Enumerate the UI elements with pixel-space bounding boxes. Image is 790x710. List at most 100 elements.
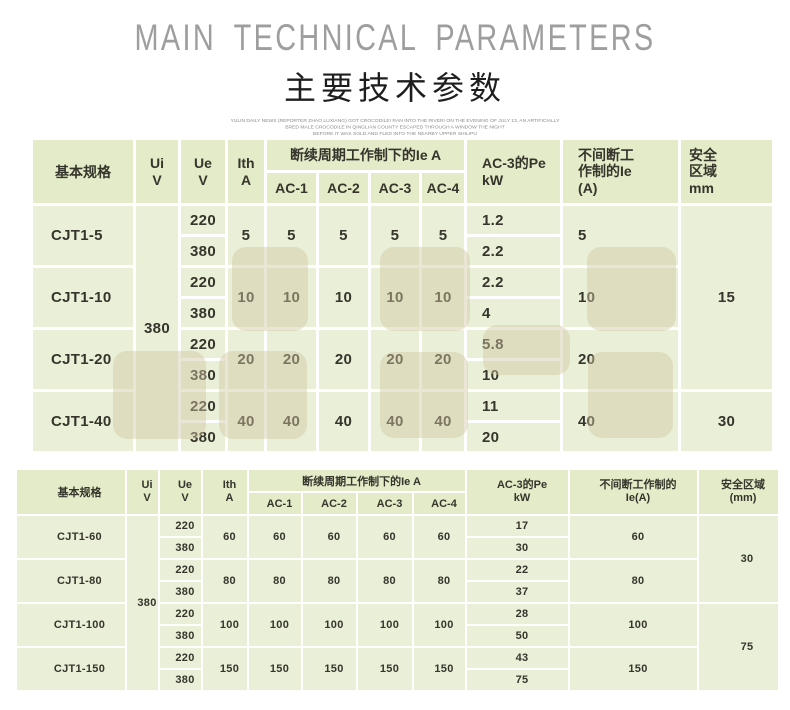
cell-ie: 40 (563, 392, 679, 451)
cell-ie: 20 (563, 330, 679, 389)
page-title: MAIN TECHNICAL PARAMETERS (134, 17, 656, 58)
table-row: CJT1-5 380 220 5 5 5 5 5 1.2 5 15 (33, 206, 773, 451)
cell-ue: 220 (160, 516, 201, 536)
cell-ue: 380 (160, 538, 201, 558)
cell-ue: 220 (181, 392, 225, 420)
cell-ac2: 80 (303, 560, 356, 602)
page-subtitle: 主要技术参数 (283, 70, 506, 106)
cell-pe: 20 (467, 423, 561, 451)
cell-ac2: 40 (319, 392, 368, 451)
fine-print-line: BRED MALE CROCODILE IN QINGLIAN COUNTY E… (285, 124, 505, 130)
cell-ith: 5 (228, 206, 264, 265)
cell-ac3: 10 (371, 268, 419, 327)
cell-ac4: 10 (422, 268, 465, 327)
table-row: 380 2.2 (33, 237, 772, 265)
cell-ith: 80 (203, 560, 247, 602)
parameters-table-large: 基本规格 Ui V Ue V Ith A 断续周期工作制下的Ie A AC-3的… (30, 137, 775, 454)
cell-pe: 22 (467, 560, 569, 580)
page-header: MAIN TECHNICAL PARAMETERS 主要技术参数 YULIN D… (0, 0, 790, 153)
table-row: 380 30 (17, 538, 778, 558)
table-row: CJT1-60 380 220 60 60 60 60 60 17 60 30 (17, 516, 779, 690)
col-header-uninterrupted: 不间断工 作制的Ie (A) (563, 140, 679, 203)
cell-pe: 17 (467, 516, 569, 536)
col-header-ac3: AC-3 (371, 173, 419, 203)
cell-ie: 100 (570, 604, 698, 646)
col-header-duty-group: 断续周期工作制下的Ie A (249, 470, 466, 491)
cell-safety: 30 (681, 392, 773, 451)
table-header-row: AC-1 AC-2 AC-3 AC-4 (33, 173, 772, 203)
cell-model: CJT1-60 (17, 516, 125, 558)
cell-ac3: 80 (358, 560, 412, 602)
cell-model: CJT1-100 (17, 604, 125, 646)
cell-pe: 11 (467, 392, 561, 420)
col-header-ui: Ui V (136, 140, 178, 203)
col-header-ac2: AC-2 (303, 493, 356, 514)
cell-ac4: 80 (414, 560, 466, 602)
cell-ue: 220 (181, 330, 225, 358)
table-row: 380 37 (17, 582, 778, 602)
col-header-safety: 安全 区域 mm (681, 140, 773, 203)
cell-ac3: 5 (371, 206, 419, 265)
cell-ac3: 20 (371, 330, 419, 389)
col-header-ac1: AC-1 (249, 493, 301, 514)
cell-ac1: 100 (249, 604, 301, 646)
cell-ue: 380 (160, 582, 201, 602)
col-header-pe: AC-3的Pe kW (467, 140, 561, 203)
col-header-pe: AC-3的Pe kW (467, 470, 569, 514)
cell-ith: 20 (228, 330, 264, 389)
table-row: 380 10 (33, 361, 772, 389)
col-header-ac3: AC-3 (358, 493, 412, 514)
cell-safety: 30 (699, 516, 779, 602)
table-row: 380 20 (33, 423, 772, 451)
col-header-duty-group: 断续周期工作制下的Ie A (267, 140, 465, 170)
cell-ac1: 20 (267, 330, 316, 389)
cell-ue: 220 (181, 206, 225, 234)
cell-ac4: 40 (422, 392, 465, 451)
cell-ue: 220 (160, 560, 201, 580)
cell-ie: 150 (570, 648, 698, 690)
cell-ac3: 60 (358, 516, 412, 558)
col-header-spec: 基本规格 (33, 140, 133, 203)
table-row: 380 75 (17, 670, 778, 690)
table-row: CJT1-150 220 150 150 150 150 150 43 150 (17, 648, 778, 690)
table-row: CJT1-100 220 100 100 100 100 100 28 100 … (17, 604, 779, 690)
cell-ue: 380 (181, 423, 225, 451)
cell-ac2: 20 (319, 330, 368, 389)
col-header-ac4: AC-4 (414, 493, 466, 514)
col-header-ue: Ue V (181, 140, 225, 203)
table-row: CJT1-20 220 20 20 20 20 20 5.8 20 (33, 330, 772, 389)
cell-pe: 43 (467, 648, 569, 668)
col-header-safety: 安全区域 (mm) (699, 470, 779, 514)
cell-ac1: 80 (249, 560, 301, 602)
cell-ac2: 10 (319, 268, 368, 327)
cell-ac1: 40 (267, 392, 316, 451)
table-header-row: AC-1 AC-2 AC-3 AC-4 (17, 493, 778, 514)
cell-pe: 2.2 (467, 268, 561, 296)
cell-pe: 5.8 (467, 330, 561, 358)
col-header-uninterrupted: 不间断工作制的 Ie(A) (570, 470, 698, 514)
cell-ue: 220 (160, 648, 201, 668)
table-row: CJT1-40 220 40 40 40 40 40 11 40 30 (33, 392, 773, 451)
cell-model: CJT1-20 (33, 330, 133, 389)
cell-ac1: 150 (249, 648, 301, 690)
cell-pe: 50 (467, 626, 569, 646)
cell-ac3: 150 (358, 648, 412, 690)
col-header-ac2: AC-2 (319, 173, 368, 203)
cell-ie: 80 (570, 560, 698, 602)
cell-pe: 37 (467, 582, 569, 602)
cell-ue: 220 (181, 268, 225, 296)
cell-model: CJT1-40 (33, 392, 133, 451)
cell-model: CJT1-150 (17, 648, 125, 690)
cell-model: CJT1-5 (33, 206, 133, 265)
cell-safety: 15 (681, 206, 773, 389)
cell-ac2: 100 (303, 604, 356, 646)
cell-pe: 4 (467, 299, 561, 327)
cell-ac4: 150 (414, 648, 466, 690)
cell-ac4: 60 (414, 516, 466, 558)
parameters-table-small: 基本规格 Ui V Ue V Ith A 断续周期工作制下的Ie A AC-3的… (15, 468, 780, 692)
cell-ac4: 100 (414, 604, 466, 646)
cell-pe: 1.2 (467, 206, 561, 234)
cell-model: CJT1-80 (17, 560, 125, 602)
cell-ac2: 150 (303, 648, 356, 690)
